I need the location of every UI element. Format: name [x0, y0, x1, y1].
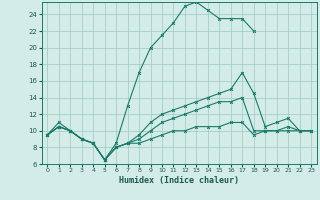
X-axis label: Humidex (Indice chaleur): Humidex (Indice chaleur) [119, 176, 239, 185]
